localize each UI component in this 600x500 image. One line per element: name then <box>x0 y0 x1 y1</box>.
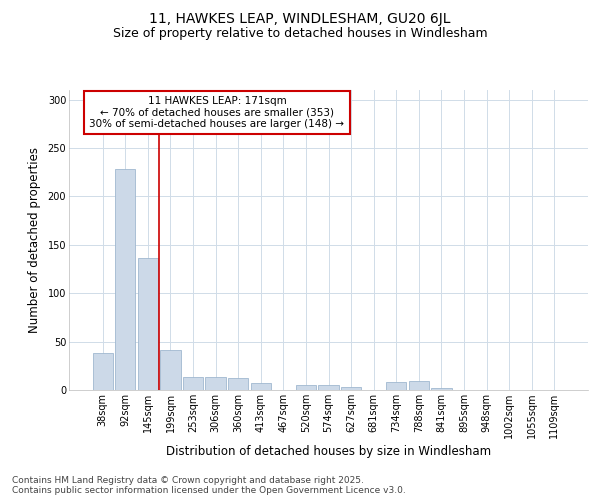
Text: Contains HM Land Registry data © Crown copyright and database right 2025.
Contai: Contains HM Land Registry data © Crown c… <box>12 476 406 495</box>
X-axis label: Distribution of detached houses by size in Windlesham: Distribution of detached houses by size … <box>166 445 491 458</box>
Bar <box>409 382 429 390</box>
Bar <box>183 378 203 390</box>
Text: 11, HAWKES LEAP, WINDLESHAM, GU20 6JL: 11, HAWKES LEAP, WINDLESHAM, GU20 6JL <box>149 12 451 26</box>
Bar <box>341 387 361 390</box>
Bar <box>138 258 158 390</box>
Text: Size of property relative to detached houses in Windlesham: Size of property relative to detached ho… <box>113 28 487 40</box>
Bar <box>386 382 406 390</box>
Bar <box>296 385 316 390</box>
Bar <box>228 378 248 390</box>
Bar <box>92 353 113 390</box>
Text: 11 HAWKES LEAP: 171sqm
← 70% of detached houses are smaller (353)
30% of semi-de: 11 HAWKES LEAP: 171sqm ← 70% of detached… <box>89 96 344 129</box>
Bar <box>205 378 226 390</box>
Bar <box>319 385 338 390</box>
Bar <box>431 388 452 390</box>
Bar <box>160 350 181 390</box>
Y-axis label: Number of detached properties: Number of detached properties <box>28 147 41 333</box>
Bar <box>115 170 136 390</box>
Bar <box>251 383 271 390</box>
